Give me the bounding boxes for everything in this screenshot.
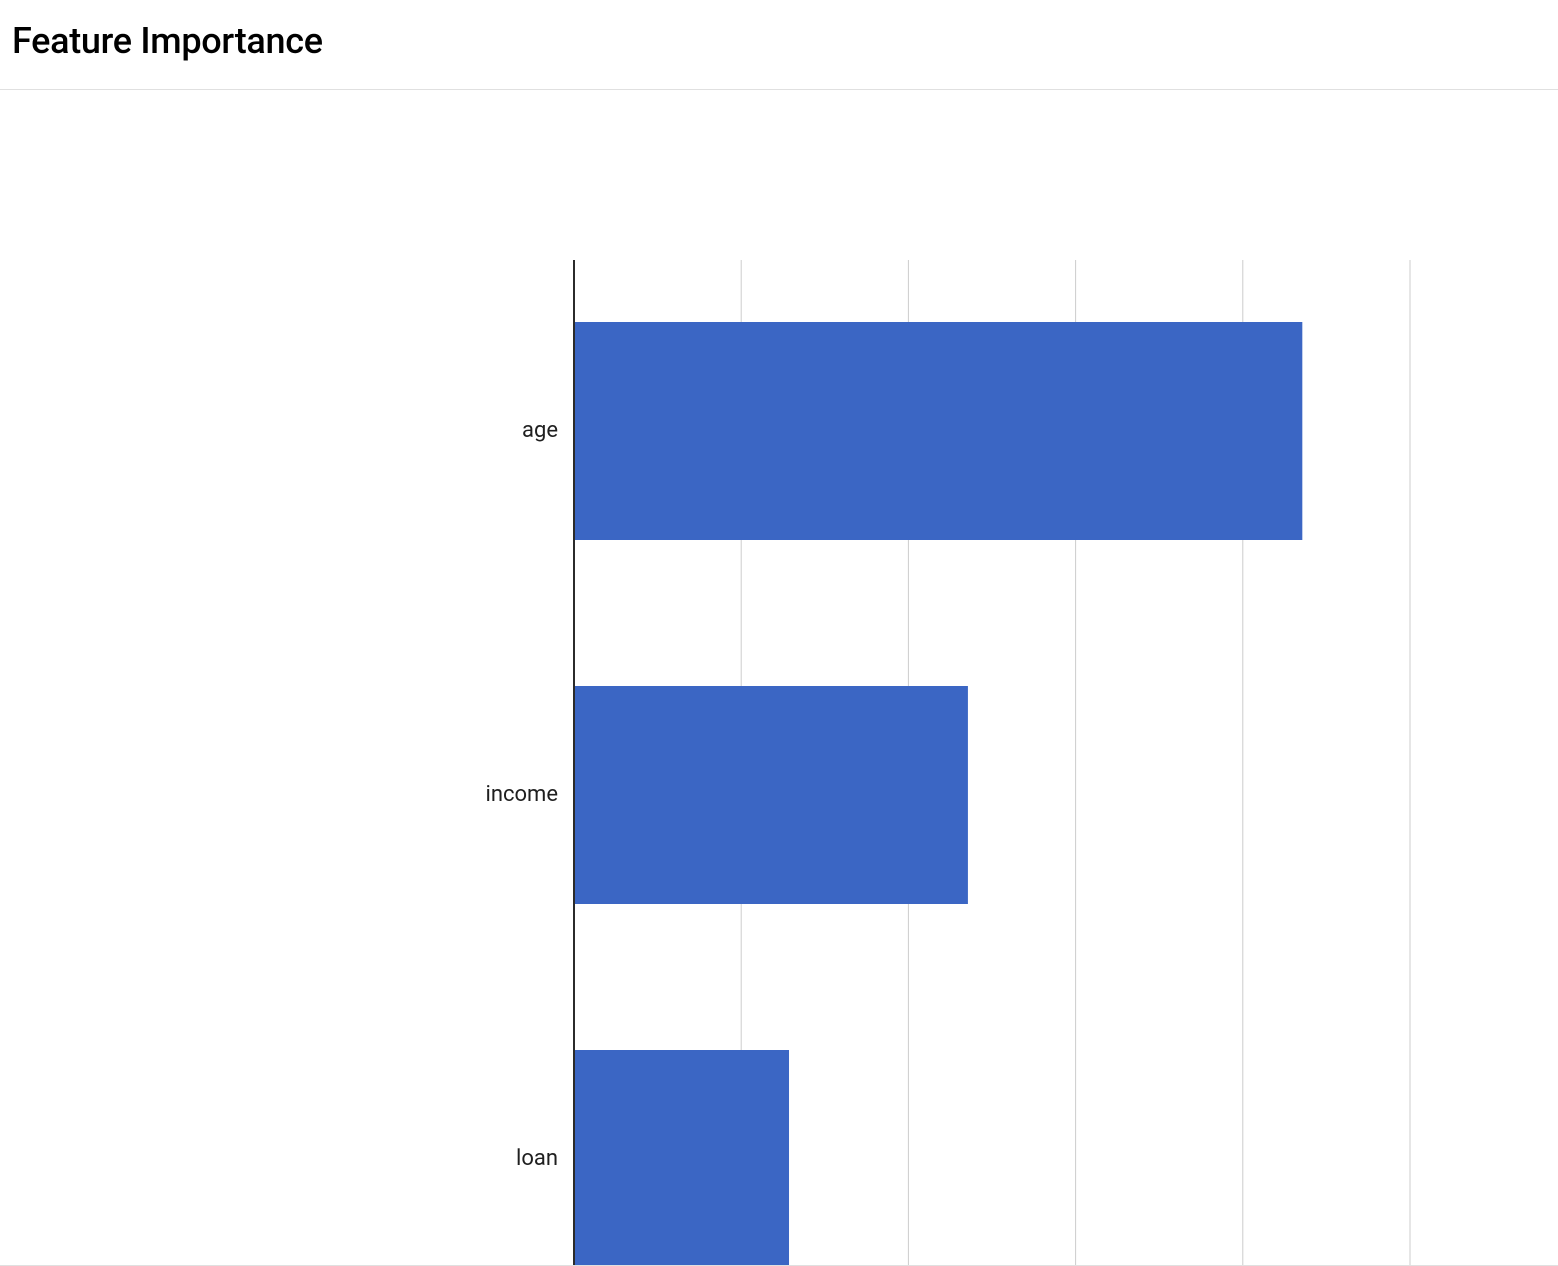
panel-title: Feature Importance xyxy=(12,20,1546,62)
bar-age xyxy=(575,322,1302,540)
category-label-loan: loan xyxy=(516,1146,558,1171)
chart-area: age income loan xyxy=(0,90,1558,1265)
bar-loan xyxy=(575,1050,789,1265)
feature-importance-chart: age income loan xyxy=(0,90,1558,1265)
category-label-age: age xyxy=(522,418,558,443)
bar-income xyxy=(575,686,968,904)
feature-importance-panel: Feature Importance age income loan xyxy=(0,0,1558,1266)
category-label-income: income xyxy=(485,782,558,807)
panel-header: Feature Importance xyxy=(0,0,1558,90)
